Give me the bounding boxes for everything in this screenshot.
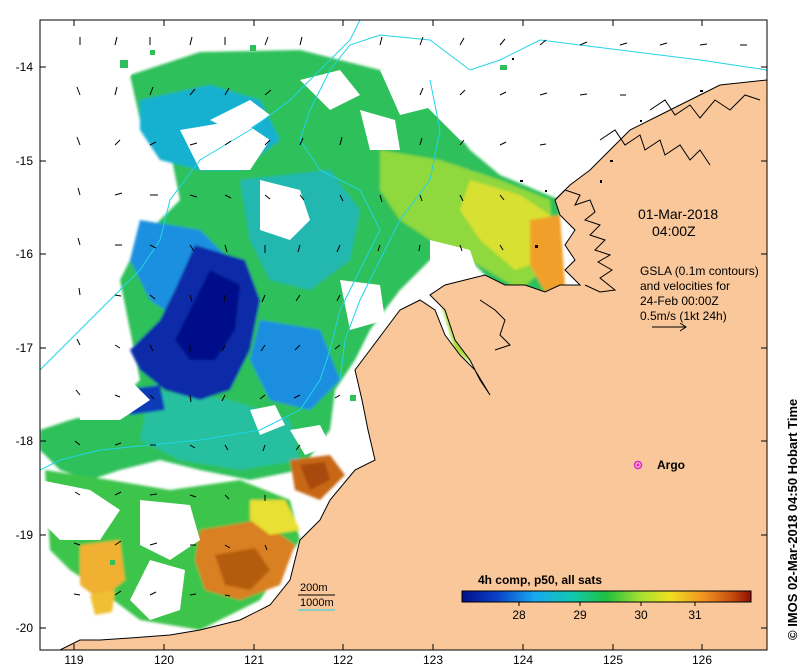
gsla-line3: 24-Feb 00:00Z xyxy=(640,294,719,308)
lon-axis xyxy=(73,20,703,650)
colorbar-tick-label: 29 xyxy=(573,608,587,622)
isobath-200m xyxy=(40,34,767,471)
lon-tick-label: 123 xyxy=(423,653,443,667)
colorbar-tick-label: 31 xyxy=(688,608,702,622)
colorbar-title: 4h comp, p50, all sats xyxy=(478,573,602,587)
lat-axis xyxy=(40,66,767,629)
lat-tick-label: -18 xyxy=(16,434,34,448)
lat-tick-labels: -14 -15 -16 -17 -18 -19 -20 xyxy=(16,60,34,635)
lon-tick-label: 124 xyxy=(513,653,533,667)
lon-tick-label: 122 xyxy=(333,653,353,667)
scale-arrow xyxy=(652,322,687,332)
isobath-1000m xyxy=(40,20,361,371)
datetime-line2: 04:00Z xyxy=(652,223,696,239)
lat-tick-label: -17 xyxy=(16,341,34,355)
argo-marker xyxy=(633,460,643,470)
gsla-line2: and velocities for xyxy=(640,279,730,293)
australia-landmass xyxy=(59,79,767,650)
datetime-line1: 01-Mar-2018 xyxy=(638,206,718,222)
lon-tick-label: 125 xyxy=(603,653,623,667)
velocity-arrows xyxy=(73,36,747,597)
lat-tick-label: -20 xyxy=(16,621,34,635)
gsla-line4: 0.5m/s (1kt 24h) xyxy=(640,309,727,323)
colorbar-ticks xyxy=(518,602,696,606)
depth-legend-1000m: 1000m xyxy=(300,597,334,609)
lat-tick-label: -14 xyxy=(16,60,34,74)
lat-tick-label: -16 xyxy=(16,247,34,261)
lat-tick-label: -19 xyxy=(16,528,34,542)
isobath-contours xyxy=(40,20,767,471)
colorbar xyxy=(461,590,752,603)
side-credit: © IMOS 02-Mar-2018 04:50 Hobart Time xyxy=(785,399,800,640)
kimberley-coast xyxy=(479,94,761,351)
colorbar-tick-label: 28 xyxy=(512,608,526,622)
lon-tick-label: 119 xyxy=(64,653,83,667)
lon-tick-label: 120 xyxy=(154,653,174,667)
coastal-islands xyxy=(512,58,703,248)
plot-frame xyxy=(39,19,768,651)
lat-tick-label: -15 xyxy=(16,154,34,168)
sst-swath xyxy=(40,20,767,630)
lon-tick-label: 126 xyxy=(692,653,712,667)
gsla-line1: GSLA (0.1m contours) xyxy=(640,264,759,278)
depth-legend-200m: 200m xyxy=(300,582,328,594)
argo-label: Argo xyxy=(657,458,685,472)
lon-tick-label: 121 xyxy=(244,653,264,667)
lon-tick-labels: 119 120 121 122 123 124 125 126 xyxy=(64,653,712,667)
colorbar-tick-label: 30 xyxy=(634,608,648,622)
